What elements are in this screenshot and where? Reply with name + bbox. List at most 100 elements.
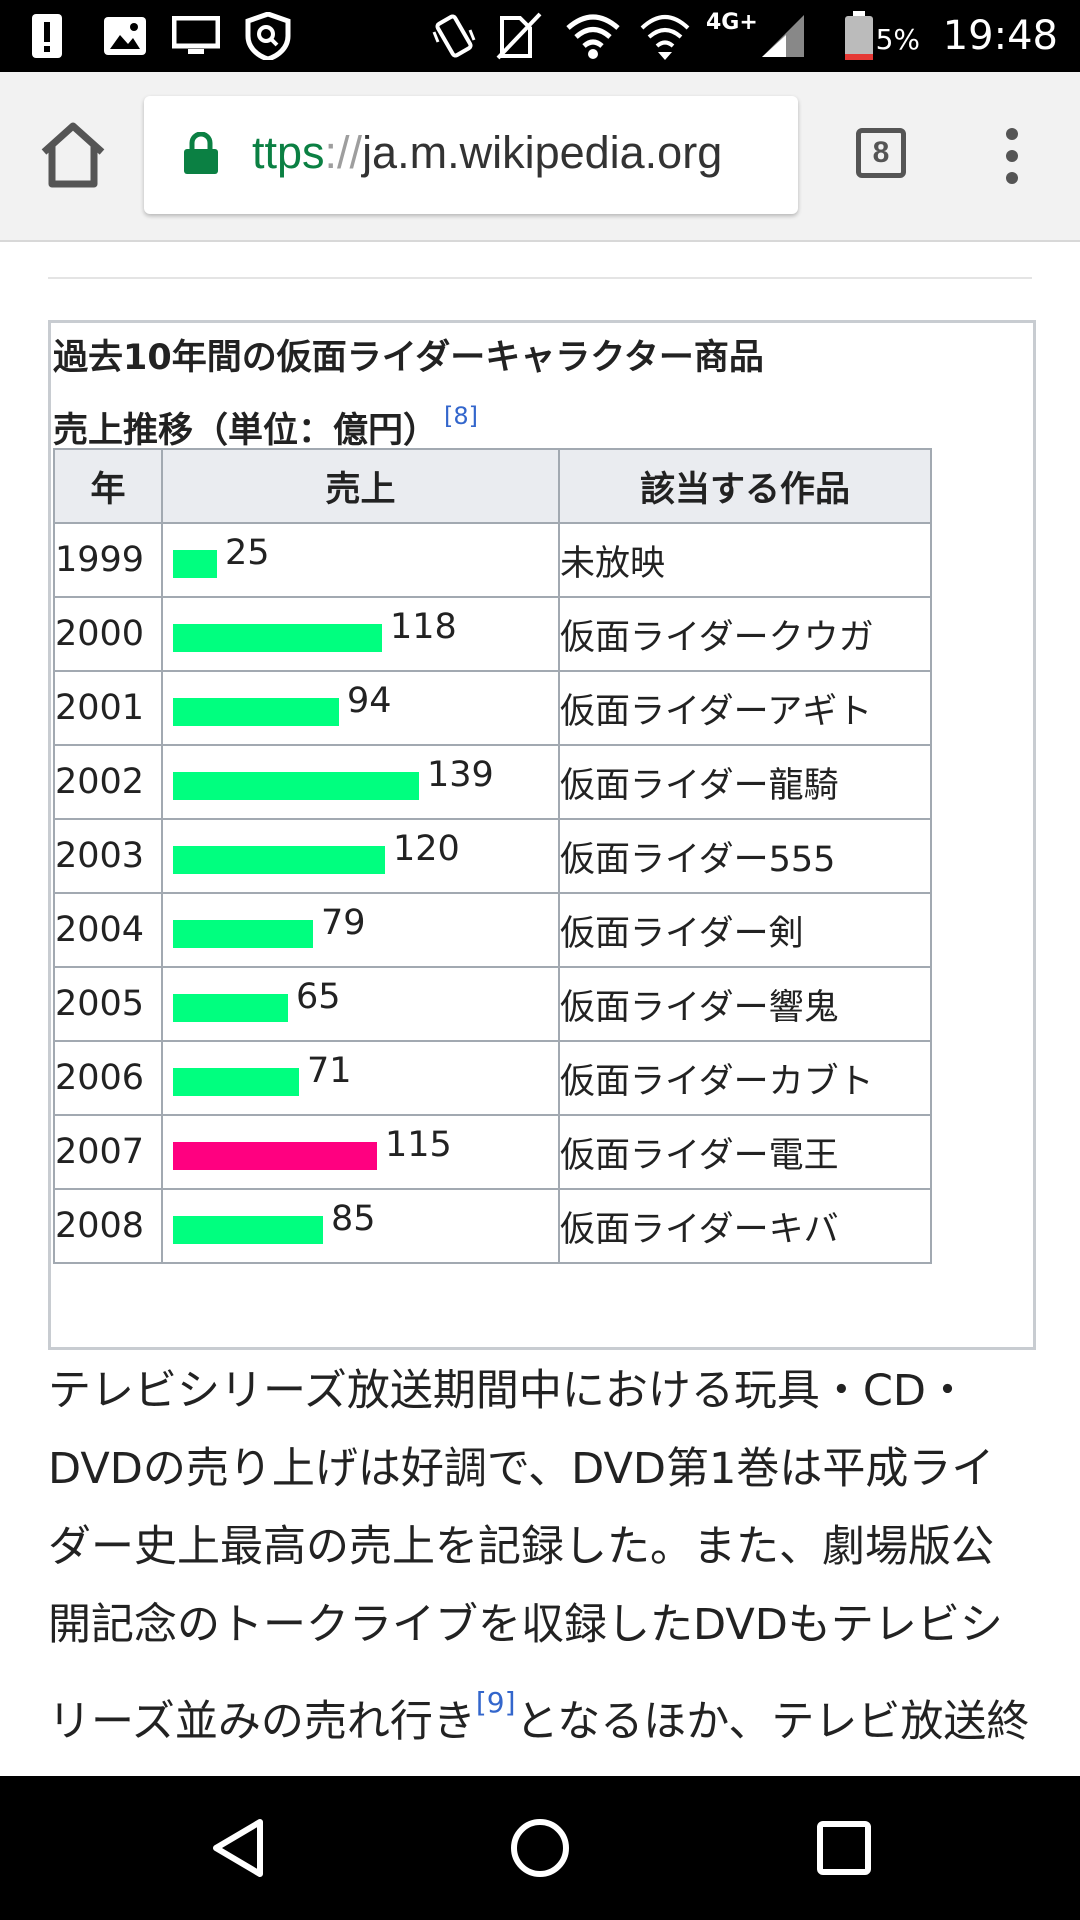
sales-value-label: 79 — [321, 903, 366, 943]
caption-line-1: 過去10年間の仮面ライダーキャラクター商品 — [53, 338, 764, 378]
table-row: 2007 115 仮面ライダー電王 — [53, 1114, 932, 1190]
image-icon — [104, 10, 146, 62]
sales-bar — [173, 550, 217, 578]
table-row: 2000 118 仮面ライダークウガ — [53, 596, 932, 672]
home-nav-button[interactable] — [508, 1816, 572, 1880]
table-row: 2005 65 仮面ライダー響鬼 — [53, 966, 932, 1042]
work-cell: 仮面ライダー響鬼 — [558, 966, 932, 1042]
article-content: 過去10年間の仮面ライダーキャラクター商品 売上推移（単位：億円） [8] 年 売… — [0, 242, 1080, 1776]
vibrate-icon — [430, 10, 478, 62]
sales-bar — [173, 1142, 377, 1170]
sales-cell: 139 — [161, 744, 560, 820]
work-cell: 仮面ライダーキバ — [558, 1188, 932, 1264]
sales-bar — [173, 994, 288, 1022]
work-cell: 仮面ライダー龍騎 — [558, 744, 932, 820]
menu-dot-icon — [1006, 172, 1018, 184]
table-row: 2008 85 仮面ライダーキバ — [53, 1188, 932, 1264]
header-sales: 売上 — [161, 448, 560, 524]
table-row: 2006 71 仮面ライダーカブト — [53, 1040, 932, 1116]
year-cell: 1999 — [53, 522, 163, 598]
status-bar: 4G+ 5% 19:48 — [0, 0, 1080, 72]
battery-percent: 5% — [875, 23, 920, 56]
url-scheme: ttps — [252, 127, 325, 178]
back-button[interactable] — [208, 1816, 272, 1880]
work-cell: 仮面ライダーアギト — [558, 670, 932, 746]
work-cell: 仮面ライダーカブト — [558, 1040, 932, 1116]
no-sim-icon — [496, 10, 542, 62]
sales-chart-table: 過去10年間の仮面ライダーキャラクター商品 売上推移（単位：億円） [8] 年 売… — [48, 320, 1036, 1350]
header-year: 年 — [53, 448, 163, 524]
wifi-icon — [640, 10, 690, 62]
sales-value-label: 118 — [390, 607, 457, 647]
table-caption: 過去10年間の仮面ライダーキャラクター商品 売上推移（単位：億円） [8] — [53, 329, 953, 460]
sales-table: 年 売上 該当する作品 1999 25 未放映 2000 118 仮面ライダークウガ 200… — [53, 448, 932, 1264]
url-host: ja.m.wikipedia.org — [362, 127, 723, 178]
recents-button[interactable] — [812, 1816, 876, 1880]
divider — [48, 277, 1032, 279]
url-separator: :// — [324, 127, 363, 178]
sales-value-label: 94 — [347, 681, 392, 721]
table-row: 1999 25 未放映 — [53, 522, 932, 598]
browser-toolbar: ttps://ja.m.wikipedia.org 8 — [0, 72, 1080, 242]
home-icon — [41, 122, 105, 188]
overflow-menu-button[interactable] — [1000, 128, 1024, 184]
sales-cell: 85 — [161, 1188, 560, 1264]
url-text[interactable]: ttps://ja.m.wikipedia.org — [252, 122, 722, 184]
navigation-bar — [0, 1776, 1080, 1920]
work-cell: 仮面ライダー555 — [558, 818, 932, 894]
sales-bar — [173, 624, 382, 652]
year-cell: 2003 — [53, 818, 163, 894]
vpn-shield-icon — [244, 10, 292, 62]
alert-icon — [32, 10, 62, 62]
sales-value-label: 115 — [385, 1125, 452, 1165]
sales-value-label: 25 — [225, 533, 270, 573]
sales-cell: 71 — [161, 1040, 560, 1116]
sales-cell: 115 — [161, 1114, 560, 1190]
menu-dot-icon — [1006, 128, 1018, 140]
home-button[interactable] — [38, 118, 108, 194]
sales-cell: 79 — [161, 892, 560, 968]
sales-bar — [173, 698, 339, 726]
tab-switcher-button[interactable]: 8 — [856, 128, 906, 178]
table-row: 2001 94 仮面ライダーアギト — [53, 670, 932, 746]
menu-dot-icon — [1006, 150, 1018, 162]
sales-cell: 120 — [161, 818, 560, 894]
year-cell: 2001 — [53, 670, 163, 746]
year-cell: 2008 — [53, 1188, 163, 1264]
back-icon — [213, 1819, 263, 1877]
paragraph-text: テレビシリーズ放送期間中における玩具・CD・DVDの売り上げは好調で、DVD第1… — [48, 1366, 1003, 1747]
sales-bar — [173, 772, 419, 800]
battery-low-icon — [844, 10, 874, 62]
year-cell: 2000 — [53, 596, 163, 672]
sales-bar — [173, 846, 385, 874]
sales-value-label: 65 — [296, 977, 341, 1017]
url-bar[interactable]: ttps://ja.m.wikipedia.org — [144, 96, 798, 214]
work-cell: 仮面ライダー電王 — [558, 1114, 932, 1190]
wifi-icon — [566, 10, 620, 62]
work-cell: 仮面ライダークウガ — [558, 596, 932, 672]
table-header-row: 年 売上 該当する作品 — [53, 448, 932, 524]
table-body: 1999 25 未放映 2000 118 仮面ライダークウガ 2001 94 仮面ライダーアギト… — [53, 522, 932, 1264]
sales-value-label: 120 — [393, 829, 460, 869]
table-row: 2004 79 仮面ライダー剣 — [53, 892, 932, 968]
sales-cell: 65 — [161, 966, 560, 1042]
sales-bar — [173, 920, 313, 948]
reference-link[interactable]: [9] — [475, 1686, 516, 1719]
clock: 19:48 — [942, 13, 1058, 59]
year-cell: 2004 — [53, 892, 163, 968]
sales-value-label: 71 — [307, 1051, 352, 1091]
cast-icon — [172, 10, 220, 62]
header-work: 該当する作品 — [558, 448, 932, 524]
network-type: 4G+ — [706, 10, 758, 35]
sales-bar — [173, 1216, 323, 1244]
caption-line-2: 売上推移（単位：億円） — [53, 411, 439, 451]
home-circle-icon — [511, 1819, 569, 1877]
work-cell: 未放映 — [558, 522, 932, 598]
sales-value-label: 85 — [331, 1199, 376, 1239]
signal-icon — [760, 10, 806, 62]
work-cell: 仮面ライダー剣 — [558, 892, 932, 968]
caption-reference-link[interactable]: [8] — [444, 402, 479, 430]
sales-value-label: 139 — [427, 755, 494, 795]
sales-cell: 94 — [161, 670, 560, 746]
table-row: 2003 120 仮面ライダー555 — [53, 818, 932, 894]
